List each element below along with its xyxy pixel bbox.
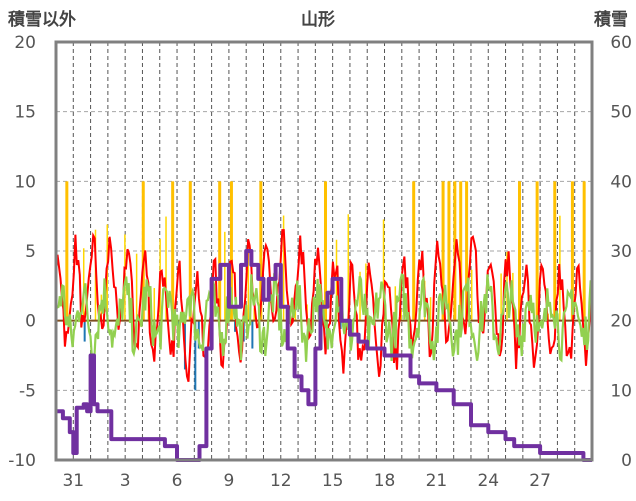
right-tick-label: 0 xyxy=(621,451,632,471)
precip-bar xyxy=(218,181,222,321)
left-tick-label: 20 xyxy=(14,33,36,53)
precip-bar xyxy=(247,250,250,321)
left-tick-label: 15 xyxy=(14,103,36,123)
x-tick-label: 24 xyxy=(477,471,499,491)
negative-bar xyxy=(194,320,197,391)
precip-bar xyxy=(517,181,521,321)
precip-bar xyxy=(382,219,385,321)
precip-bar xyxy=(171,181,175,321)
plot-frame xyxy=(54,40,594,462)
x-axis-ticks: 31 3 6 9 12 15 18 21 24 27 xyxy=(62,471,550,491)
precip-bar xyxy=(253,308,255,321)
x-tick-label: 18 xyxy=(374,471,396,491)
precip-bar xyxy=(447,181,451,321)
precip-bar xyxy=(400,309,402,321)
right-axis-title: 積雪 xyxy=(594,9,628,30)
x-tick-label: 21 xyxy=(426,471,448,491)
right-tick-label: 40 xyxy=(610,172,632,192)
precip-bar xyxy=(359,271,361,321)
x-tick-label: 9 xyxy=(223,471,234,491)
precip-bar xyxy=(441,181,445,321)
x-tick-label: 12 xyxy=(270,471,292,491)
precip-bar xyxy=(429,297,432,321)
precip-bar xyxy=(459,181,463,321)
right-tick-label: 50 xyxy=(610,103,632,123)
negative-bar xyxy=(251,320,254,349)
precip-bar xyxy=(224,231,226,321)
precip-bar xyxy=(82,248,85,321)
right-tick-label: 60 xyxy=(610,33,632,53)
precip-bar xyxy=(153,287,156,321)
x-tick-label: 6 xyxy=(172,471,183,491)
precip-bar xyxy=(470,269,473,321)
green-series-line xyxy=(54,268,594,363)
precip-bar xyxy=(65,181,69,321)
precip-bar xyxy=(394,286,397,321)
red-series-line xyxy=(55,229,593,382)
precip-bar xyxy=(135,253,138,321)
precip-bar xyxy=(582,181,586,321)
right-axis-ticks: 60 50 40 30 20 10 0 xyxy=(610,33,632,471)
precip-bar xyxy=(465,181,469,321)
precip-bar xyxy=(229,181,233,321)
left-tick-label: -10 xyxy=(8,451,36,471)
precip-bar xyxy=(570,181,574,321)
precip-bar xyxy=(282,215,285,321)
series-lines xyxy=(54,229,594,462)
x-tick-label: 3 xyxy=(120,471,131,491)
precip-bar xyxy=(412,181,416,321)
precip-bar xyxy=(500,273,502,321)
negative-bar xyxy=(339,320,342,330)
precip-bar xyxy=(324,181,327,321)
right-tick-label: 20 xyxy=(610,312,632,332)
x-tick-label: 31 xyxy=(62,471,84,491)
right-tick-label: 10 xyxy=(610,381,632,401)
precip-bar xyxy=(347,214,350,321)
precip-bar xyxy=(553,181,557,321)
left-axis-ticks: 20 15 10 5 0 -5 -10 xyxy=(8,33,36,471)
precip-bar xyxy=(259,181,263,321)
snow-depth-line xyxy=(56,249,592,462)
negative-bar xyxy=(234,320,237,332)
negative-bar xyxy=(83,320,86,342)
precip-bar xyxy=(165,216,167,321)
precip-bar xyxy=(535,181,539,321)
left-axis-title: 積雪以外 xyxy=(8,9,76,30)
precip-bar xyxy=(188,181,192,321)
precip-bar xyxy=(294,305,297,321)
precip-bar xyxy=(141,181,145,321)
chart-title: 山形 xyxy=(301,9,335,30)
x-tick-label: 15 xyxy=(322,471,344,491)
x-tick-label: 27 xyxy=(529,471,551,491)
right-tick-label: 30 xyxy=(610,242,632,262)
left-tick-label: -5 xyxy=(19,381,36,401)
left-tick-label: 10 xyxy=(14,172,36,192)
left-tick-label: 0 xyxy=(25,312,36,332)
left-tick-label: 5 xyxy=(25,242,36,262)
